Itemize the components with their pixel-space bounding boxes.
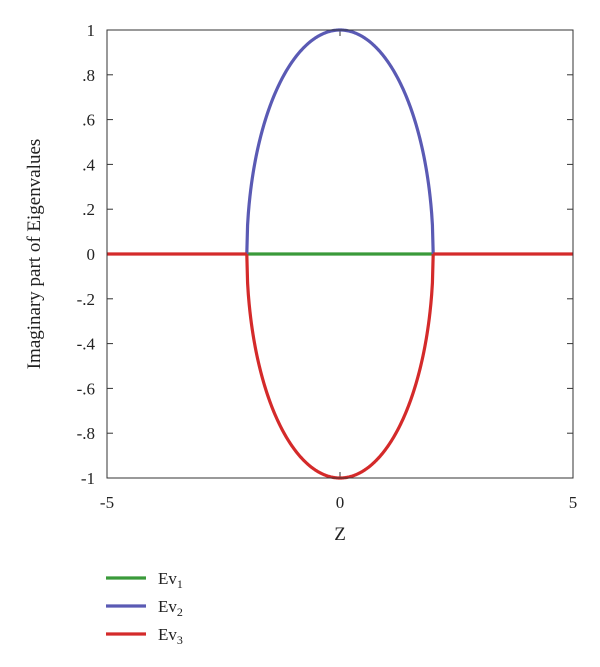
y-tick-label: 1 <box>87 21 96 40</box>
y-tick-label: 0 <box>87 245 96 264</box>
y-tick-label: -1 <box>81 469 95 488</box>
x-tick-label: 0 <box>336 493 345 512</box>
x-tick-label: 5 <box>569 493 578 512</box>
legend-label-ev3: Ev3 <box>158 625 183 647</box>
y-tick-label: .6 <box>82 111 95 130</box>
legend: Ev1 Ev2 Ev3 <box>106 569 183 647</box>
y-tick-label: .4 <box>82 155 95 174</box>
series-layer <box>107 28 573 480</box>
series-ev3-curve <box>245 253 435 480</box>
y-tick-label: -.6 <box>77 379 95 398</box>
y-tick-label: .8 <box>82 66 95 85</box>
y-axis-title: Imaginary part of Eigenvalues <box>24 139 45 370</box>
y-axis-ticks: 1 .8 .6 .4 .2 0 -.2 -.4 -.6 -.8 -1 <box>77 21 573 488</box>
x-tick-label: -5 <box>100 493 114 512</box>
x-axis-ticks: -5 0 5 <box>100 30 577 512</box>
series-ev2 <box>245 28 435 255</box>
y-tick-label: -.2 <box>77 290 95 309</box>
legend-label-ev2: Ev2 <box>158 597 183 619</box>
y-tick-label: -.8 <box>77 424 95 443</box>
y-tick-label: -.4 <box>77 335 96 354</box>
series-ev2-curve <box>245 28 435 255</box>
series-ev3 <box>107 252 573 480</box>
y-tick-label: .2 <box>82 200 95 219</box>
legend-label-ev1: Ev1 <box>158 569 183 591</box>
plot-frame <box>106 29 574 479</box>
x-axis-title: Z <box>334 524 346 545</box>
